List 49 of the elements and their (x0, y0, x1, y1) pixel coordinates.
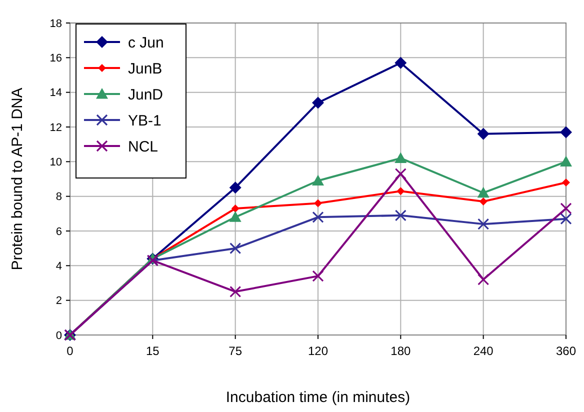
x-axis-title: Incubation time (in minutes) (226, 389, 410, 406)
point (562, 178, 570, 186)
point (312, 174, 324, 186)
x-tick-label: 15 (146, 344, 160, 358)
y-tick-label: 12 (50, 122, 62, 134)
point (560, 213, 572, 225)
point (394, 152, 407, 163)
point (231, 204, 240, 212)
y-tick-label: 2 (56, 295, 62, 308)
point (560, 156, 572, 166)
point (394, 210, 406, 222)
x-tick-label: 180 (390, 344, 411, 358)
legend-label: YB-1 (128, 112, 162, 130)
point (312, 96, 324, 109)
y-tick-label: 0 (56, 330, 62, 342)
y-tick-label: 16 (50, 52, 62, 65)
point (560, 126, 572, 138)
x-tick-label: 0 (66, 344, 74, 358)
point (230, 286, 242, 298)
y-axis-title: Protein bound to AP-1 DNA (9, 88, 26, 270)
point (229, 211, 242, 222)
y-tick-label: 10 (50, 156, 62, 169)
y-tick-label: 6 (56, 226, 62, 238)
point (314, 199, 322, 208)
point (312, 211, 324, 223)
legend-label: JunB (128, 60, 162, 78)
y-tick-label: 18 (50, 18, 62, 30)
point (477, 128, 490, 140)
point (478, 274, 490, 286)
y-tick-label: 14 (50, 87, 62, 100)
point (479, 198, 488, 206)
point (394, 56, 407, 69)
point (477, 186, 490, 198)
x-tick-label: 120 (308, 344, 328, 358)
legend-label: NCL (128, 138, 158, 156)
point (229, 182, 242, 194)
point (560, 202, 572, 214)
y-tick-label: 8 (56, 191, 62, 204)
point (230, 242, 242, 254)
x-tick-label: 75 (228, 344, 242, 358)
legend-label: c Jun (128, 34, 164, 52)
legend-label: JunD (128, 86, 164, 104)
point (478, 218, 490, 230)
point (396, 187, 405, 196)
x-tick-label: 360 (556, 344, 576, 358)
point (394, 168, 406, 180)
x-tick-label: 240 (473, 344, 494, 358)
y-tick-label: 4 (56, 260, 62, 273)
point (312, 270, 324, 282)
